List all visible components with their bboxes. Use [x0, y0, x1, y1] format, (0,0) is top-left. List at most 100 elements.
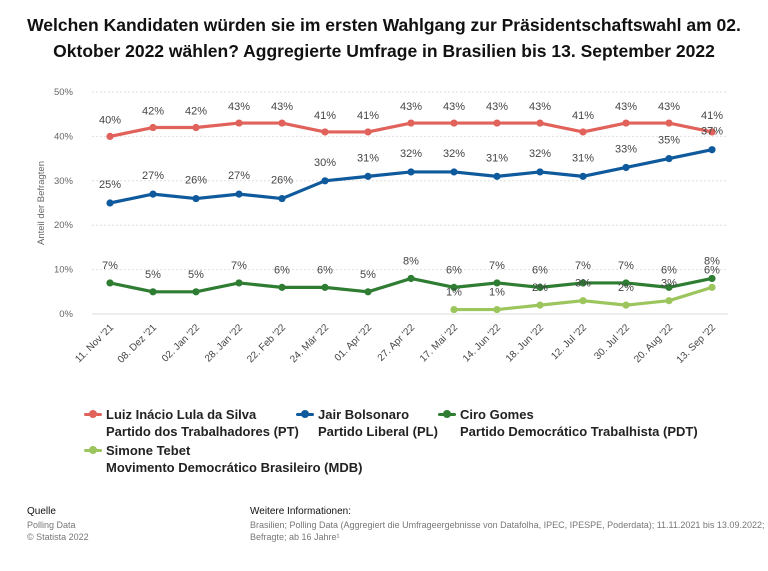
- data-point: [493, 305, 501, 314]
- legend-label-tebet: Simone Tebet: [106, 443, 191, 458]
- x-tick-label: 24. Mär '22: [288, 322, 331, 365]
- legend-party-ciro: Partido Democrático Trabalhista (PDT): [460, 424, 698, 439]
- data-point: [622, 119, 630, 127]
- data-point: [364, 128, 372, 136]
- data-point: [450, 119, 458, 127]
- data-label: 43%: [271, 101, 293, 113]
- data-label: 7%: [102, 260, 118, 272]
- data-point: [665, 155, 673, 163]
- data-point: [407, 274, 415, 283]
- data-point: [278, 194, 286, 203]
- data-point: [106, 279, 114, 287]
- data-point: [579, 172, 587, 180]
- data-label: 7%: [489, 260, 505, 272]
- data-point: [321, 283, 329, 291]
- data-point: [579, 128, 587, 136]
- data-point: [149, 123, 157, 132]
- data-label: 41%: [357, 110, 379, 122]
- data-label: 43%: [443, 101, 465, 113]
- data-point: [622, 301, 630, 309]
- data-label: 6%: [274, 264, 290, 276]
- data-label: 7%: [231, 260, 247, 272]
- x-tick-label: 28. Jan '22: [203, 322, 245, 364]
- data-point: [493, 279, 501, 287]
- line-chart: 0% 10% 20% 30% 40% 50% Anteil der Befragten 11.…: [36, 87, 728, 366]
- series-0: 40% 42% 42% 43% 43% 41% 41% 43% 43% 43% 43% 41% 43% 4…: [99, 101, 723, 140]
- data-point: [579, 297, 587, 305]
- data-point: [106, 199, 114, 207]
- data-point: [450, 168, 458, 176]
- data-point: [708, 128, 716, 136]
- data-label: 26%: [185, 175, 207, 187]
- data-label: 27%: [228, 170, 250, 182]
- data-label: 42%: [142, 106, 164, 118]
- data-label: 6%: [446, 264, 462, 276]
- x-tick-label: 08. Dez '21: [116, 322, 160, 366]
- x-tick-label: 22. Feb '22: [245, 322, 288, 365]
- data-point: [493, 172, 501, 180]
- data-point: [450, 283, 458, 291]
- data-label: 31%: [572, 152, 594, 164]
- data-label: 6%: [704, 264, 720, 276]
- data-label: 3%: [661, 278, 677, 290]
- data-point: [235, 190, 243, 198]
- data-point: [708, 146, 716, 154]
- data-label: 43%: [615, 101, 637, 113]
- legend-party-tebet: Movimento Democrático Brasileiro (MDB): [106, 460, 363, 475]
- legend-swatch-ciro: [438, 409, 456, 419]
- data-label: 6%: [532, 264, 548, 276]
- data-label: 43%: [400, 101, 422, 113]
- data-point: [106, 132, 114, 140]
- source-line[interactable]: Polling Data: [27, 520, 76, 530]
- data-label: 2%: [532, 282, 548, 294]
- data-label: 41%: [701, 110, 723, 122]
- source-block: Quelle Polling Data © Statista 2022: [27, 506, 89, 543]
- data-label: 5%: [188, 269, 204, 281]
- data-label: 42%: [185, 106, 207, 118]
- data-label: 5%: [360, 269, 376, 281]
- data-point: [235, 119, 243, 127]
- data-point: [149, 190, 157, 198]
- info-line-1: Brasilien; Polling Data (Aggregiert die …: [250, 520, 765, 530]
- data-point: [708, 274, 716, 283]
- data-point: [149, 288, 157, 296]
- data-point: [407, 168, 415, 176]
- data-label: 43%: [486, 101, 508, 113]
- y-tick-label: 50%: [54, 87, 74, 98]
- data-point: [278, 283, 286, 291]
- info-block: Weitere Informationen: Brasilien; Pollin…: [250, 506, 768, 543]
- data-label: 31%: [486, 152, 508, 164]
- data-label: 3%: [575, 278, 591, 290]
- data-label: 25%: [99, 179, 121, 191]
- y-tick-label: 0%: [59, 309, 73, 320]
- data-point: [278, 119, 286, 127]
- series-2: 7%5% 5%7% 6% 6% 5%8%6% 7% 6% 7% 7% 6%8%: [102, 255, 720, 296]
- data-point: [536, 119, 544, 127]
- data-point: [665, 283, 673, 291]
- data-label: 32%: [400, 148, 422, 160]
- data-label: 33%: [615, 143, 637, 155]
- data-point: [536, 168, 544, 176]
- data-label: 37%: [701, 126, 723, 138]
- series-3: 1% 1% 2% 3% 2% 3% 6%: [446, 264, 720, 314]
- info-line-2: Befragte; ab 16 Jahre¹: [250, 532, 340, 542]
- data-label: 27%: [142, 170, 164, 182]
- x-tick-label: 18. Jun '22: [504, 322, 546, 364]
- y-tick-label: 10%: [54, 265, 74, 276]
- data-point: [192, 194, 200, 203]
- data-label: 41%: [572, 110, 594, 122]
- data-point: [235, 279, 243, 287]
- data-point: [579, 279, 587, 287]
- x-tick-label: 12. Jul '22: [549, 322, 589, 362]
- data-point: [622, 163, 630, 172]
- y-tick-label: 40%: [54, 131, 74, 142]
- x-tick-label: 27. Apr '22: [376, 322, 418, 364]
- legend-label-lula: Luiz Inácio Lula da Silva: [106, 407, 257, 422]
- data-point: [321, 177, 329, 185]
- data-point: [665, 297, 673, 305]
- data-point: [665, 119, 673, 127]
- data-point: [192, 123, 200, 132]
- data-label: 35%: [658, 135, 680, 147]
- x-tick-label: 14. Jun '22: [461, 322, 503, 364]
- x-tick-label: 02. Jan '22: [160, 322, 202, 364]
